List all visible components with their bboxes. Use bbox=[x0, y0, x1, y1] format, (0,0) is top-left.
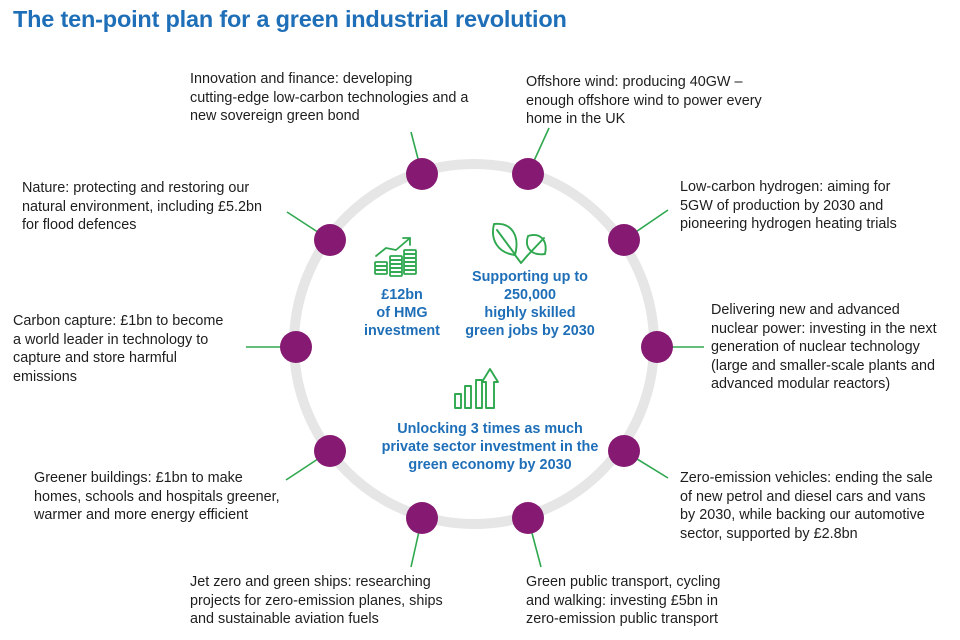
point-offshore-wind-text: Offshore wind: producing 40GW – enough o… bbox=[526, 74, 762, 127]
investment-text: £12bn of HMG investment bbox=[364, 287, 440, 339]
node-innovation bbox=[406, 158, 438, 190]
point-nuclear-text: Delivering new and advanced nuclear powe… bbox=[711, 302, 937, 392]
point-innovation-text: Innovation and finance: developing cutti… bbox=[190, 71, 469, 124]
point-carbon-capture-text: Carbon capture: £1bn to become a world l… bbox=[13, 313, 224, 385]
node-buildings bbox=[314, 435, 346, 467]
node-hydrogen bbox=[608, 224, 640, 256]
point-jet-zero-text: Jet zero and green ships: researching pr… bbox=[190, 574, 443, 627]
node-nuclear bbox=[641, 331, 673, 363]
point-hydrogen-text: Low-carbon hydrogen: aiming for 5GW of p… bbox=[680, 179, 897, 232]
private-investment-text: Unlocking 3 times as much private sector… bbox=[381, 421, 599, 473]
node-vehicles bbox=[608, 435, 640, 467]
point-nature-text: Nature: protecting and restoring our nat… bbox=[22, 180, 263, 233]
point-transport-text: Green public transport, cycling and walk… bbox=[526, 574, 721, 627]
node-transport bbox=[512, 502, 544, 534]
point-vehicles-text: Zero-emission vehicles: ending the sale … bbox=[680, 470, 933, 542]
point-buildings-text: Greener buildings: £1bn to make homes, s… bbox=[34, 470, 280, 523]
node-carbon-capture bbox=[280, 331, 312, 363]
node-offshore-wind bbox=[512, 158, 544, 190]
page-title: The ten-point plan for a green industria… bbox=[13, 6, 567, 32]
jobs-text: Supporting up to 250,000 highly skilled … bbox=[465, 269, 595, 339]
leaves-icon bbox=[492, 223, 547, 264]
coin-stacks-growth-icon bbox=[374, 237, 417, 277]
node-nature bbox=[314, 224, 346, 256]
node-jet-zero bbox=[406, 502, 438, 534]
bar-chart-up-arrow-icon bbox=[454, 368, 499, 409]
